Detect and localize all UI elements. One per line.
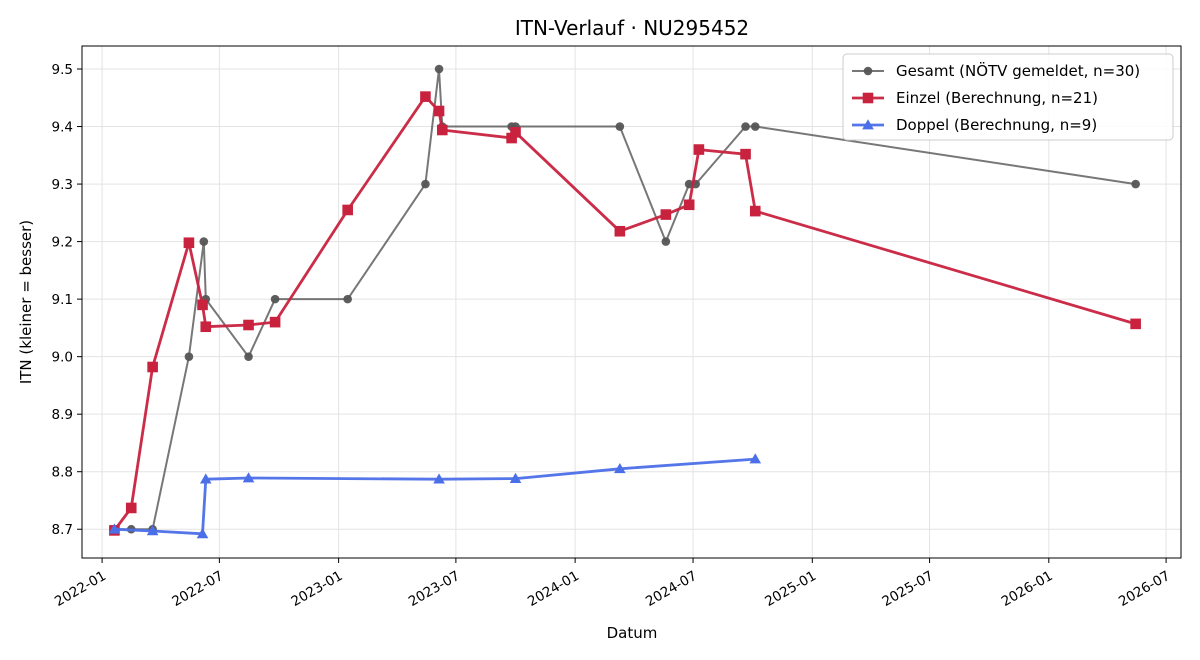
data-point [343, 294, 352, 304]
data-point [510, 126, 521, 138]
x-axis-label: Datum [607, 624, 658, 642]
series-layer [108, 64, 1141, 539]
grid [82, 46, 1181, 558]
data-point [146, 525, 159, 536]
data-point [108, 523, 121, 534]
data-point [183, 237, 195, 249]
y-tick-label: 9.3 [52, 177, 73, 193]
data-point [433, 473, 445, 484]
data-point [342, 204, 353, 216]
chart-title: ITN-Verlauf · NU295452 [515, 16, 749, 40]
legend-label: Doppel (Berechnung, n=9) [896, 116, 1097, 134]
y-tick-label: 9.5 [52, 62, 73, 78]
legend-marker [862, 92, 874, 104]
legend: Gesamt (NÖTV gemeldet, n=30) Einzel (Bere… [842, 53, 1174, 141]
data-point [200, 321, 212, 333]
data-point [421, 179, 430, 189]
y-tick-label: 8.7 [52, 522, 73, 538]
data-point [125, 502, 137, 514]
y-tick-label: 9.1 [52, 292, 73, 308]
data-point [506, 132, 517, 144]
y-tick-label: 9.0 [52, 350, 73, 366]
legend-label: Einzel (Berechnung, n=21) [896, 89, 1098, 107]
data-point [509, 472, 522, 483]
y-axis-label: ITN (kleiner = besser) [17, 220, 35, 384]
data-point [244, 352, 253, 361]
data-point [199, 473, 212, 484]
data-point [1130, 318, 1141, 330]
data-point [434, 64, 444, 74]
data-point [749, 205, 761, 217]
data-point [196, 528, 209, 539]
data-point [749, 453, 762, 464]
data-point [1131, 179, 1140, 189]
data-point [242, 472, 255, 483]
series-triangle [108, 453, 762, 539]
y-tick-label: 8.8 [52, 465, 73, 481]
data-point [269, 316, 281, 328]
data-point [614, 225, 626, 237]
legend-label: Gesamt (NÖTV gemeldet, n=30) [896, 61, 1140, 80]
data-point [614, 463, 626, 474]
legend-box [842, 53, 1174, 141]
data-point [740, 148, 751, 160]
y-tick-label: 9.4 [52, 120, 73, 136]
data-point [243, 319, 254, 331]
data-point [184, 352, 194, 361]
data-point [661, 237, 671, 246]
data-point [147, 361, 158, 373]
data-point [660, 209, 672, 220]
data-point [615, 122, 625, 131]
y-tick-label: 8.9 [52, 407, 73, 423]
data-point [197, 299, 208, 311]
data-point [693, 144, 705, 155]
data-point [741, 122, 750, 131]
data-point [436, 124, 448, 136]
data-point [199, 237, 209, 246]
data-point [420, 91, 431, 102]
legend-marker [862, 119, 874, 130]
data-point [683, 199, 695, 211]
data-point [750, 122, 760, 131]
data-point [433, 105, 445, 117]
y-tick-label: 9.2 [52, 235, 73, 251]
data-point [270, 294, 280, 304]
legend-marker [863, 66, 873, 76]
series-square [109, 91, 1141, 536]
plot-frame [81, 45, 1182, 559]
